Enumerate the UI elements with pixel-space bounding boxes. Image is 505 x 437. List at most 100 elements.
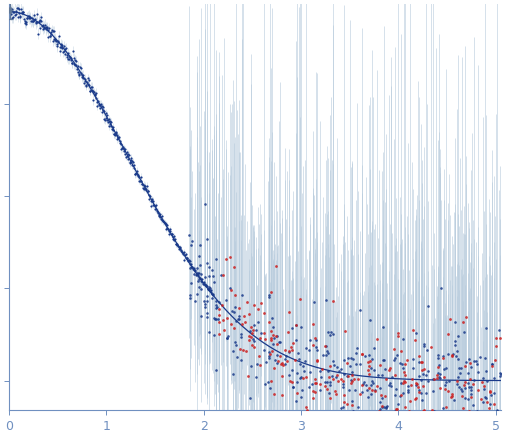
Point: [354, 375, 362, 382]
Point: [155, 213, 163, 220]
Point: [34, 17, 42, 24]
Point: [391, 371, 399, 378]
Point: [357, 390, 365, 397]
Point: [69, 48, 77, 55]
Point: [322, 296, 330, 303]
Point: [168, 231, 176, 238]
Point: [479, 375, 487, 382]
Point: [29, 18, 37, 25]
Point: [161, 219, 169, 226]
Point: [482, 398, 490, 405]
Point: [418, 396, 426, 403]
Point: [404, 383, 412, 390]
Point: [356, 360, 364, 367]
Point: [310, 298, 318, 305]
Point: [391, 408, 399, 415]
Point: [379, 421, 387, 428]
Point: [271, 357, 279, 364]
Point: [343, 400, 351, 407]
Point: [47, 29, 56, 36]
Point: [309, 394, 317, 401]
Point: [247, 362, 255, 369]
Point: [194, 272, 202, 279]
Point: [411, 395, 419, 402]
Point: [98, 108, 106, 115]
Point: [434, 369, 442, 376]
Point: [408, 375, 416, 382]
Point: [256, 361, 264, 368]
Point: [419, 370, 427, 377]
Point: [338, 380, 346, 387]
Point: [467, 394, 475, 401]
Point: [376, 406, 384, 413]
Point: [401, 372, 409, 379]
Point: [153, 207, 161, 214]
Point: [364, 367, 372, 374]
Point: [61, 45, 69, 52]
Point: [135, 173, 143, 180]
Point: [149, 197, 158, 204]
Point: [172, 241, 180, 248]
Point: [487, 361, 495, 368]
Point: [96, 101, 105, 108]
Point: [474, 386, 482, 393]
Point: [443, 350, 451, 357]
Point: [89, 97, 97, 104]
Point: [186, 264, 194, 271]
Point: [378, 371, 386, 378]
Point: [333, 364, 341, 371]
Point: [200, 281, 209, 288]
Point: [436, 385, 444, 392]
Point: [479, 399, 487, 406]
Point: [132, 170, 140, 177]
Point: [36, 17, 44, 24]
Point: [131, 170, 139, 177]
Point: [330, 388, 338, 395]
Point: [169, 233, 177, 240]
Point: [176, 244, 184, 251]
Point: [254, 361, 262, 368]
Point: [265, 291, 273, 298]
Point: [11, 0, 19, 5]
Point: [316, 368, 324, 375]
Point: [409, 356, 417, 363]
Point: [250, 302, 259, 309]
Point: [485, 405, 493, 412]
Point: [212, 256, 220, 263]
Point: [437, 285, 445, 292]
Point: [133, 170, 141, 177]
Point: [218, 302, 226, 309]
Point: [10, 8, 18, 15]
Point: [121, 146, 129, 153]
Point: [245, 311, 253, 318]
Point: [278, 392, 286, 399]
Point: [329, 331, 337, 338]
Point: [442, 364, 450, 371]
Point: [85, 77, 93, 84]
Point: [10, 9, 18, 16]
Point: [358, 382, 366, 388]
Point: [213, 302, 221, 309]
Point: [108, 126, 116, 133]
Point: [232, 342, 240, 349]
Point: [312, 375, 320, 382]
Point: [482, 368, 490, 375]
Point: [192, 271, 200, 278]
Point: [301, 404, 310, 411]
Point: [400, 378, 408, 385]
Point: [365, 363, 373, 370]
Point: [163, 225, 171, 232]
Point: [191, 267, 199, 274]
Point: [30, 16, 38, 23]
Point: [432, 408, 440, 415]
Point: [32, 18, 40, 25]
Point: [329, 375, 337, 382]
Point: [250, 321, 258, 328]
Point: [16, 13, 24, 20]
Point: [157, 216, 165, 223]
Point: [229, 325, 237, 332]
Point: [25, 15, 33, 22]
Point: [223, 315, 231, 322]
Point: [40, 24, 48, 31]
Point: [323, 378, 331, 385]
